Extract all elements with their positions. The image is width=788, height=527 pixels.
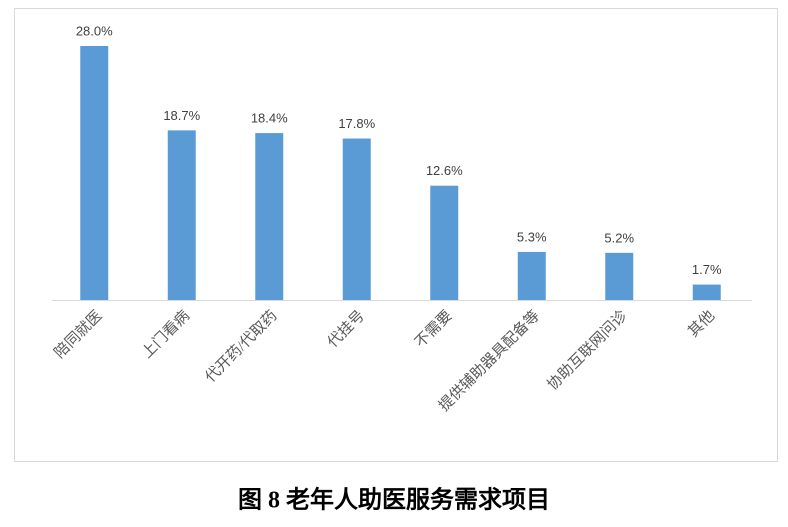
value-label: 28.0% [76,23,113,38]
chart-title: 图 8 老年人助医服务需求项目 [238,486,550,514]
value-label: 5.3% [517,229,547,244]
bar [517,251,546,300]
value-label: 1.7% [692,262,722,277]
bar [605,252,634,300]
bar [692,284,721,300]
value-label: 12.6% [426,163,463,178]
value-label: 17.8% [338,116,375,131]
bar [430,185,459,300]
value-label: 5.2% [604,230,634,245]
bar [80,46,109,300]
value-label: 18.7% [163,108,200,123]
bar [255,133,284,300]
value-label: 18.4% [251,111,288,126]
chart-border [14,8,778,462]
bar [167,130,196,300]
bar [342,138,371,300]
